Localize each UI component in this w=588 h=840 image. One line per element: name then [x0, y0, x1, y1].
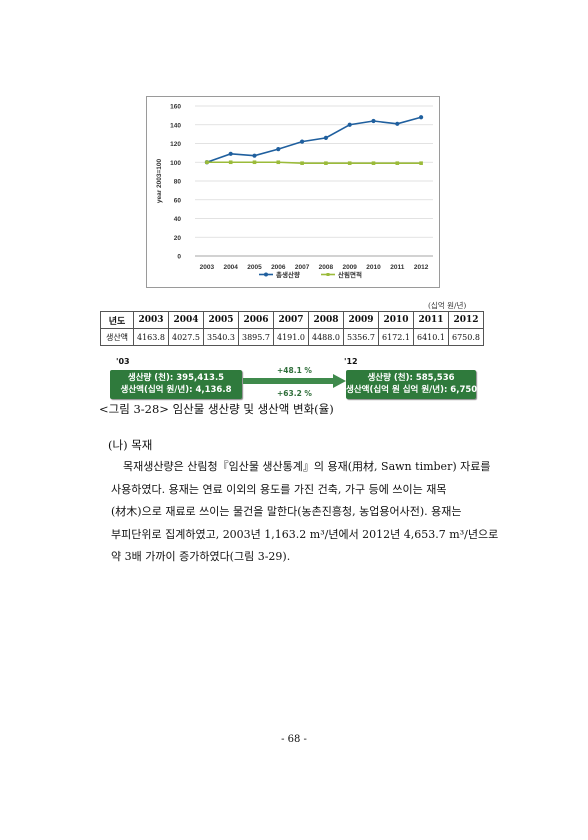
data-point [252, 153, 257, 158]
paragraph-line: 목재생산량은 산림청『임산물 생산통계』의 용재(用材, Sawn timber… [123, 460, 491, 473]
legend-marker [326, 273, 330, 276]
table-header-year: 2005 [203, 311, 239, 329]
data-point [323, 135, 328, 140]
x-tick-label: 2010 [366, 264, 381, 271]
table-cell: 6410.1 [413, 328, 449, 346]
table-cell: 6172.1 [378, 328, 414, 346]
y-tick-label: 160 [170, 104, 181, 111]
end-year-label: '12 [344, 357, 358, 366]
table-row: 생산액 4163.8 4027.5 3540.3 3895.7 4191.0 4488.0 5… [100, 328, 484, 346]
start-summary-box: 생산량 (천): 395,413.5 생산액(십억 원/년): 4,136.8 [110, 370, 242, 399]
data-point [395, 161, 400, 165]
data-point [228, 160, 233, 165]
table-cell: 3540.3 [203, 328, 239, 346]
data-point [252, 160, 257, 165]
paragraph-line: 사용하였다. 용재는 연료 이외의 용도를 가진 건축, 가구 등에 쓰이는 재… [111, 482, 447, 496]
x-tick-label: 2005 [247, 264, 262, 271]
line-chart: 0 20 40 60 80 100 120 140 160 2003 2004 2005 2006 200… [146, 96, 440, 288]
table-header-year: 2012 [448, 311, 484, 329]
series-line-2 [206, 161, 422, 164]
table-header-year: 2009 [343, 311, 379, 329]
paragraph-line: 부피단위로 집계하였고, 2003년 1,163.2 m³/년에서 2012년 … [111, 527, 499, 541]
end-summary-line1: 생산량 (천): 585,536 [367, 373, 455, 383]
data-point [276, 160, 281, 165]
y-tick-label: 60 [174, 197, 182, 204]
table-cell: 4163.8 [133, 328, 169, 346]
table-header-year: 2007 [273, 311, 309, 329]
data-point [300, 139, 305, 144]
body-paragraph: 목재생산량은 산림청『임산물 생산통계』의 용재(用材, Sawn timber… [111, 456, 499, 569]
table-header-year: 2008 [308, 311, 344, 329]
data-point [347, 161, 352, 165]
x-tick-label: 2012 [414, 264, 429, 271]
production-value-table: 년도 2003 2004 2005 2006 2007 2008 2009 2010 2011 20… [100, 311, 484, 346]
x-tick-label: 2007 [295, 264, 310, 271]
table-cell: 3895.7 [238, 328, 274, 346]
x-tick-label: 2008 [319, 264, 334, 271]
y-tick-label: 20 [174, 235, 182, 242]
table-row-label: 생산액 [100, 328, 134, 346]
x-tick-label: 2009 [342, 264, 357, 271]
legend-label: 산림면적 [338, 270, 362, 279]
y-tick-label: 140 [170, 122, 181, 129]
right-arrow-icon [243, 374, 346, 388]
data-point [371, 118, 376, 124]
table-cell: 5356.7 [343, 328, 379, 346]
figure-caption: <그림 3-28> 임산물 생산량 및 생산액 변화(율) [99, 402, 334, 416]
y-tick-label: 120 [170, 141, 181, 148]
x-tick-label: 2003 [200, 264, 215, 271]
data-point [300, 161, 304, 165]
data-point [419, 115, 424, 120]
percent-increase-bottom: +63.2 % [277, 389, 312, 398]
series-line-1 [206, 116, 422, 164]
data-point [205, 160, 209, 165]
data-point [347, 122, 352, 127]
percent-increase-top: +48.1 % [277, 366, 312, 375]
data-point [395, 121, 400, 126]
x-tick-label: 2011 [390, 264, 404, 271]
table-header-row: 년도 2003 2004 2005 2006 2007 2008 2009 2010 2011 20… [100, 311, 484, 329]
table-unit: (십억 원/년) [428, 301, 467, 310]
paragraph-line: 약 3배 가까이 증가하였다(그림 3-29). [111, 550, 291, 563]
y-tick-label: 40 [174, 216, 182, 223]
legend-marker [264, 272, 268, 277]
data-point [228, 151, 233, 156]
y-tick-label: 100 [170, 160, 181, 167]
paragraph-line: (材木)으로 재료로 쓰이는 물건을 말한다(농촌진흥청, 농업용어사전). 용… [111, 505, 462, 518]
data-point [276, 147, 281, 152]
table-cell: 4488.0 [308, 328, 344, 346]
start-summary-line1: 생산량 (천): 395,413.5 [127, 373, 225, 383]
table-header-label: 년도 [100, 311, 134, 329]
y-tick-label: 80 [174, 179, 182, 186]
x-tick-label: 2006 [271, 264, 286, 271]
data-point [324, 161, 328, 165]
table-header-year: 2010 [378, 311, 414, 329]
table-cell: 4027.5 [168, 328, 204, 346]
table-cell: 6750.8 [448, 328, 484, 346]
start-year-label: '03 [116, 357, 130, 366]
start-summary-line2: 생산액(십억 원/년): 4,136.8 [120, 385, 232, 395]
data-point [371, 161, 376, 165]
table-header-year: 2006 [238, 311, 274, 329]
table-cell: 4191.0 [273, 328, 309, 346]
data-point [419, 161, 423, 165]
end-summary-line2: 생산액(십억 원 십억 원/년): 6,750.8 [346, 385, 487, 395]
end-summary-box: 생산량 (천): 585,536 생산액(십억 원 십억 원/년): 6,750… [346, 370, 487, 399]
x-tick-label: 2004 [223, 264, 238, 271]
legend-label: 총생산량 [276, 270, 300, 279]
table-header-year: 2003 [133, 311, 169, 329]
chart-svg: 0 20 40 60 80 100 120 140 160 2003 2004 2005 2006 200… [156, 104, 433, 279]
y-axis-label: year 2003=100 [156, 158, 163, 203]
table-header-year: 2004 [168, 311, 204, 329]
table-header-year: 2011 [413, 311, 449, 329]
y-tick-label: 0 [177, 254, 181, 261]
page-number: - 68 - [281, 734, 307, 745]
section-title: (나) 목재 [108, 438, 153, 452]
